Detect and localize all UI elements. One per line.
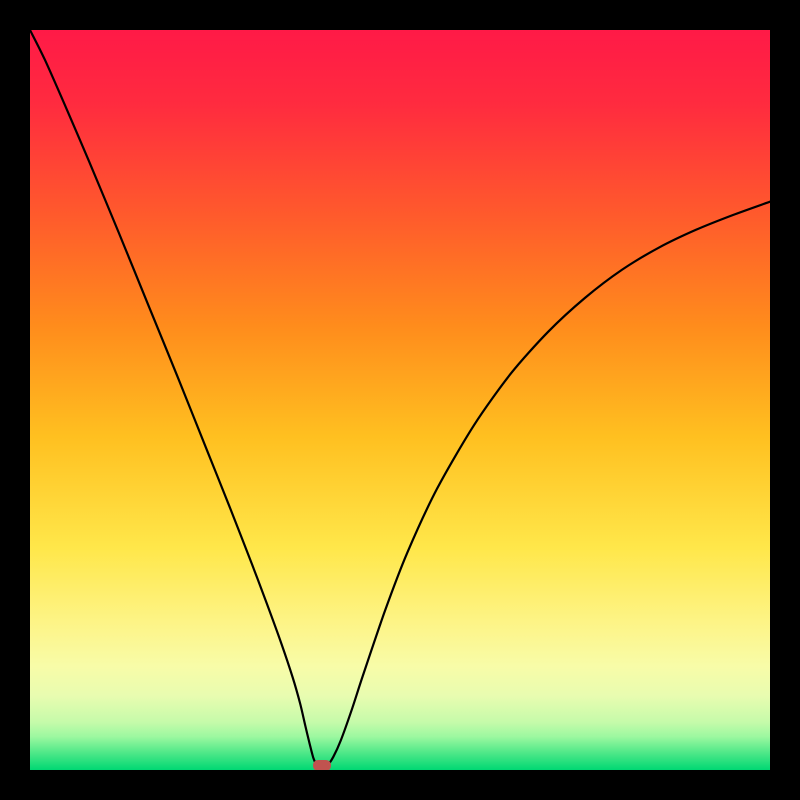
plot-area [30,30,770,770]
optimum-marker [313,760,331,770]
frame-top [0,0,800,30]
bottleneck-curve [30,30,770,770]
frame-left [0,0,30,800]
frame-right [770,0,800,800]
frame-bottom [0,770,800,800]
